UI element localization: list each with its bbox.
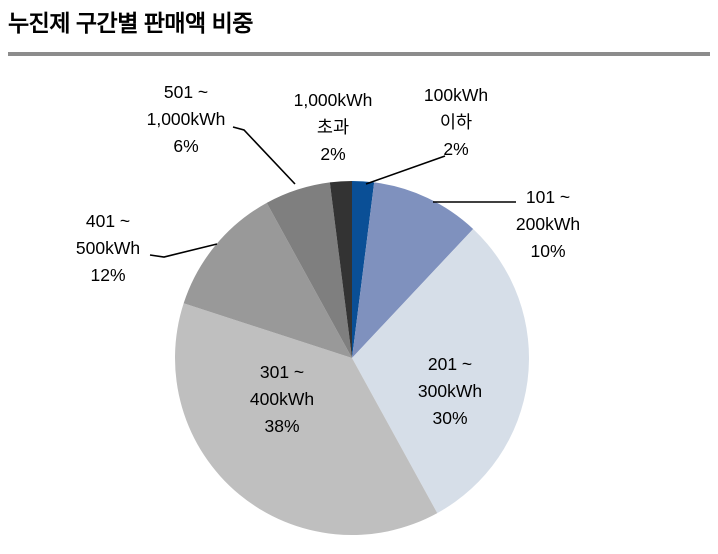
pie-label-line: 30% [432, 408, 468, 428]
pie-label-line: 12% [90, 265, 126, 285]
pie-slice-4 [174, 303, 438, 535]
pie-label-line: 10% [530, 241, 566, 261]
pie-label-4: 301 ~ 400kWh 38% [250, 359, 314, 440]
pie-label-line: 201 ~ [427, 354, 473, 374]
pie-label-5: 401 ~ 500kWh 12% [76, 208, 140, 289]
pie-slices-group [174, 181, 529, 535]
leader-line-5 [149, 243, 218, 258]
pie-label-line: 101 ~ [525, 187, 571, 207]
pie-label-line: 2% [443, 139, 469, 159]
chart-title: 누진제 구간별 판매액 비중 [8, 10, 253, 36]
pie-label-line: 이하 [439, 112, 473, 132]
pie-label-1: 100kWh 이하 2% [424, 82, 488, 163]
pie-label-line: 400kWh [249, 389, 315, 409]
pie-label-2: 101 ~ 200kWh 10% [516, 184, 580, 265]
pie-slice-7 [329, 181, 352, 358]
pie-slice-1 [352, 181, 375, 358]
pie-label-line: 1,000kWh [146, 109, 226, 129]
pie-label-line: 초과 [316, 117, 350, 137]
pie-slice-3 [352, 228, 529, 514]
leader-line-1 [365, 155, 446, 185]
pie-label-line: 200kWh [515, 214, 581, 234]
pie-label-line: 300kWh [417, 381, 483, 401]
pie-label-line: 38% [264, 416, 300, 436]
pie-slice-5 [183, 202, 352, 358]
pie-label-7: 1,000kWh 초과 2% [294, 87, 373, 168]
pie-label-line: 401 ~ [85, 211, 131, 231]
pie-label-line: 501 ~ [163, 82, 209, 102]
pie-label-line: 100kWh [423, 85, 489, 105]
pie-slice-2 [352, 182, 474, 358]
leader-line-6 [232, 126, 296, 185]
leader-lines-group [149, 126, 516, 258]
pie-label-3: 201 ~ 300kWh 30% [418, 351, 482, 432]
pie-label-6: 501 ~ 1,000kWh 6% [147, 79, 226, 160]
pie-label-line: 6% [173, 136, 199, 156]
pie-slice-6 [266, 182, 352, 358]
pie-label-line: 2% [320, 144, 346, 164]
pie-label-line: 1,000kWh [293, 90, 373, 110]
pie-label-line: 301 ~ [259, 362, 305, 382]
title-underline [8, 52, 710, 56]
pie-label-line: 500kWh [75, 238, 141, 258]
